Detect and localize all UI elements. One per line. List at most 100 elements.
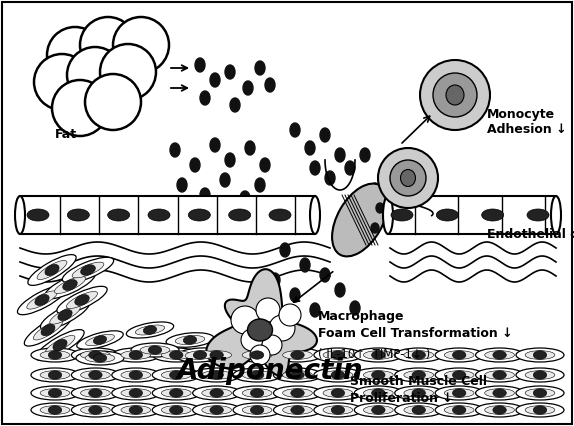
Ellipse shape xyxy=(48,389,62,397)
Ellipse shape xyxy=(320,268,330,282)
Ellipse shape xyxy=(48,371,62,379)
Ellipse shape xyxy=(193,348,241,362)
Circle shape xyxy=(231,306,259,334)
Ellipse shape xyxy=(112,386,160,400)
Ellipse shape xyxy=(112,368,160,382)
Ellipse shape xyxy=(310,303,320,317)
Ellipse shape xyxy=(85,354,115,363)
Ellipse shape xyxy=(242,351,272,360)
Circle shape xyxy=(80,17,136,73)
Ellipse shape xyxy=(314,386,362,400)
Ellipse shape xyxy=(108,209,130,221)
Ellipse shape xyxy=(193,368,241,382)
Bar xyxy=(20,196,315,234)
Ellipse shape xyxy=(320,128,330,142)
Ellipse shape xyxy=(476,386,523,400)
Ellipse shape xyxy=(55,276,86,294)
Ellipse shape xyxy=(27,209,49,221)
Ellipse shape xyxy=(80,389,110,397)
Ellipse shape xyxy=(376,203,384,213)
Circle shape xyxy=(52,80,108,136)
Ellipse shape xyxy=(331,351,344,359)
Ellipse shape xyxy=(345,161,355,175)
Ellipse shape xyxy=(15,196,25,234)
Ellipse shape xyxy=(516,386,564,400)
Ellipse shape xyxy=(273,386,321,400)
Ellipse shape xyxy=(67,291,98,308)
Circle shape xyxy=(262,335,282,355)
Ellipse shape xyxy=(33,320,63,340)
Ellipse shape xyxy=(363,389,393,397)
Ellipse shape xyxy=(484,406,514,414)
Ellipse shape xyxy=(169,406,183,414)
Ellipse shape xyxy=(412,406,425,414)
Ellipse shape xyxy=(282,389,312,397)
Ellipse shape xyxy=(273,348,321,362)
Ellipse shape xyxy=(233,348,281,362)
Ellipse shape xyxy=(269,209,291,221)
Ellipse shape xyxy=(395,386,443,400)
Ellipse shape xyxy=(48,406,62,414)
Ellipse shape xyxy=(435,348,483,362)
Ellipse shape xyxy=(395,368,443,382)
Ellipse shape xyxy=(363,406,393,414)
Ellipse shape xyxy=(94,354,107,362)
Ellipse shape xyxy=(282,371,312,379)
Ellipse shape xyxy=(210,351,223,359)
Ellipse shape xyxy=(31,368,79,382)
Ellipse shape xyxy=(280,243,290,257)
Ellipse shape xyxy=(533,406,546,414)
Ellipse shape xyxy=(80,265,95,275)
Ellipse shape xyxy=(270,273,280,287)
Ellipse shape xyxy=(516,403,564,417)
Ellipse shape xyxy=(533,351,546,359)
Ellipse shape xyxy=(40,351,70,360)
Ellipse shape xyxy=(371,351,385,359)
Ellipse shape xyxy=(202,351,231,360)
Ellipse shape xyxy=(230,98,240,112)
Ellipse shape xyxy=(161,351,191,360)
Ellipse shape xyxy=(129,351,142,359)
Ellipse shape xyxy=(435,368,483,382)
Ellipse shape xyxy=(355,203,365,217)
Ellipse shape xyxy=(24,314,72,346)
Ellipse shape xyxy=(551,196,561,234)
Text: ( IL-10↑  TIMP-1↓ ): ( IL-10↑ TIMP-1↓ ) xyxy=(318,348,430,361)
Ellipse shape xyxy=(493,351,506,359)
Ellipse shape xyxy=(245,141,255,155)
Ellipse shape xyxy=(525,351,555,360)
Ellipse shape xyxy=(412,371,425,379)
Ellipse shape xyxy=(412,351,425,359)
Ellipse shape xyxy=(126,322,174,338)
Ellipse shape xyxy=(121,389,151,397)
Ellipse shape xyxy=(31,348,79,362)
Ellipse shape xyxy=(242,389,272,397)
Ellipse shape xyxy=(131,343,179,357)
Ellipse shape xyxy=(183,336,197,344)
Ellipse shape xyxy=(233,403,281,417)
Ellipse shape xyxy=(210,389,223,397)
Circle shape xyxy=(241,329,263,351)
Ellipse shape xyxy=(233,368,281,382)
Ellipse shape xyxy=(250,371,264,379)
Ellipse shape xyxy=(335,148,345,162)
Ellipse shape xyxy=(354,348,402,362)
Ellipse shape xyxy=(525,371,555,379)
Ellipse shape xyxy=(383,196,393,234)
Ellipse shape xyxy=(31,386,79,400)
Ellipse shape xyxy=(516,368,564,382)
Ellipse shape xyxy=(435,386,483,400)
Ellipse shape xyxy=(435,403,483,417)
Ellipse shape xyxy=(58,309,72,321)
Ellipse shape xyxy=(89,389,102,397)
Ellipse shape xyxy=(233,386,281,400)
Ellipse shape xyxy=(80,406,110,414)
Ellipse shape xyxy=(291,351,304,359)
Ellipse shape xyxy=(314,368,362,382)
Ellipse shape xyxy=(493,371,506,379)
Ellipse shape xyxy=(80,371,110,379)
Ellipse shape xyxy=(225,65,235,79)
Ellipse shape xyxy=(484,351,514,360)
Ellipse shape xyxy=(250,406,264,414)
Circle shape xyxy=(279,304,301,326)
